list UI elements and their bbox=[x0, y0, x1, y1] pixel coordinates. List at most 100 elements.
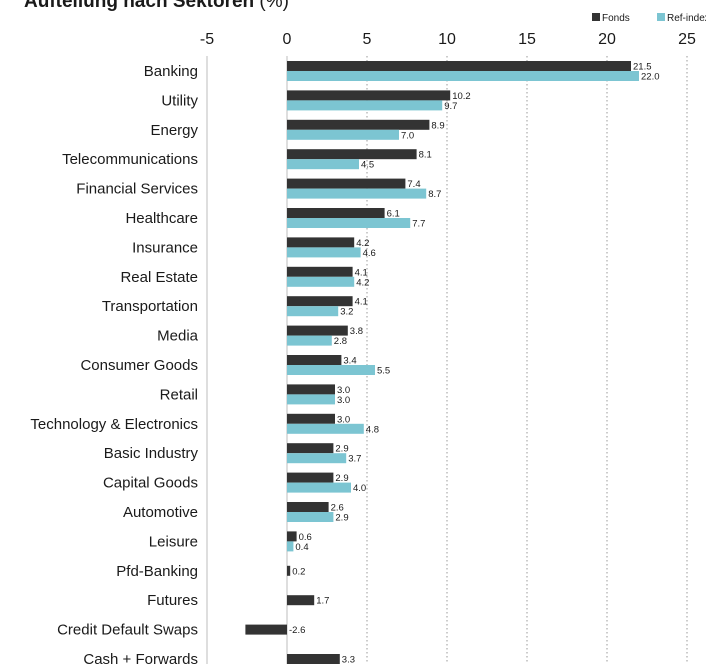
bar-fonds-automotive bbox=[287, 502, 329, 512]
value-label-fonds-cash-forwards: 3.3 bbox=[342, 655, 355, 666]
bar-fonds-real-estate bbox=[287, 266, 353, 277]
category-label-pfd-banking: Pfd-Banking bbox=[116, 563, 198, 580]
chart-title-unit: (%) bbox=[259, 0, 289, 12]
value-label-ref-index-insurance: 4.6 bbox=[363, 248, 376, 259]
bar-ref-index-financial-services bbox=[287, 188, 427, 199]
value-label-ref-index-real-estate: 4.2 bbox=[356, 277, 369, 288]
bar-fonds-pfd-banking bbox=[287, 565, 291, 576]
value-label-fonds-retail: 3.0 bbox=[337, 385, 350, 396]
x-axis-ticks: -5 0 5 10 15 20 25 bbox=[200, 31, 696, 48]
category-labels: Banking Utility Energy Telecommunications Fi… bbox=[30, 63, 198, 668]
bar-ref-index-automotive bbox=[287, 512, 334, 522]
value-label-fonds-consumer-goods: 3.4 bbox=[343, 356, 356, 367]
bar-ref-index-energy bbox=[287, 129, 399, 140]
value-label-ref-index-leisure: 0.4 bbox=[295, 542, 308, 553]
value-label-ref-index-capital-goods: 4.0 bbox=[353, 483, 366, 494]
category-label-transportation: Transportation bbox=[102, 298, 198, 315]
bar-ref-index-insurance bbox=[287, 247, 361, 258]
bar-ref-index-utility bbox=[287, 100, 443, 111]
bar-ref-index-retail bbox=[287, 394, 335, 405]
bar-fonds-cash-forwards bbox=[287, 654, 340, 664]
value-label-fonds-leisure: 0.6 bbox=[299, 532, 312, 543]
bar-ref-index-technology-electronics bbox=[287, 423, 364, 434]
bar-fonds-leisure bbox=[287, 531, 297, 542]
value-label-fonds-automotive: 2.6 bbox=[331, 503, 344, 514]
category-label-basic-industry: Basic Industry bbox=[104, 445, 199, 462]
bar-ref-index-consumer-goods bbox=[287, 365, 375, 375]
value-label-fonds-basic-industry: 2.9 bbox=[335, 444, 348, 455]
value-label-fonds-utility: 10.2 bbox=[452, 91, 471, 102]
category-label-leisure: Leisure bbox=[149, 533, 198, 550]
x-tick-label: 25 bbox=[678, 31, 696, 48]
bar-ref-index-capital-goods bbox=[287, 482, 351, 493]
value-label-fonds-insurance: 4.2 bbox=[356, 238, 369, 249]
value-label-ref-index-automotive: 2.9 bbox=[335, 513, 348, 524]
legend-swatch-fonds bbox=[592, 13, 600, 21]
x-tick-label: -5 bbox=[200, 31, 214, 48]
value-label-ref-index-transportation: 3.2 bbox=[340, 307, 353, 318]
value-label-ref-index-consumer-goods: 5.5 bbox=[377, 366, 390, 377]
bar-fonds-utility bbox=[287, 90, 451, 101]
value-label-ref-index-basic-industry: 3.7 bbox=[348, 454, 361, 465]
bar-fonds-healthcare bbox=[287, 208, 385, 218]
category-label-utility: Utility bbox=[161, 92, 198, 109]
bar-fonds-insurance bbox=[287, 237, 355, 248]
bar-ref-index-banking bbox=[287, 71, 639, 81]
bar-fonds-technology-electronics bbox=[287, 413, 335, 424]
bar-ref-index-basic-industry bbox=[287, 453, 347, 464]
value-label-ref-index-financial-services: 8.7 bbox=[428, 189, 441, 200]
bar-fonds-banking bbox=[287, 61, 631, 71]
bar-ref-index-healthcare bbox=[287, 218, 411, 228]
category-label-automotive: Automotive bbox=[123, 504, 198, 521]
category-label-real-estate: Real Estate bbox=[120, 269, 198, 286]
bar-ref-index-leisure bbox=[287, 541, 294, 552]
value-label-ref-index-banking: 22.0 bbox=[641, 72, 660, 83]
category-label-telecommunications: Telecommunications bbox=[62, 151, 198, 168]
chart-legend: Fonds Ref-index bbox=[592, 13, 706, 24]
category-label-financial-services: Financial Services bbox=[76, 181, 198, 198]
value-label-ref-index-retail: 3.0 bbox=[337, 395, 350, 406]
bar-fonds-transportation bbox=[287, 296, 353, 307]
category-label-cash-forwards: Cash + Forwards bbox=[83, 651, 198, 668]
value-label-fonds-banking: 21.5 bbox=[633, 62, 652, 73]
x-tick-label: 20 bbox=[598, 31, 616, 48]
value-labels: 21.522.0 10.29.78.9 7.0 8.1 4.5 7.4 8.7 6.1 7.7 4… bbox=[289, 62, 660, 666]
bar-fonds-futures bbox=[287, 595, 315, 606]
bars bbox=[245, 61, 639, 664]
legend-label-fonds: Fonds bbox=[602, 13, 630, 24]
category-label-consumer-goods: Consumer Goods bbox=[80, 357, 198, 374]
value-label-fonds-energy: 8.9 bbox=[431, 120, 444, 131]
category-label-capital-goods: Capital Goods bbox=[103, 475, 198, 492]
chart-title-text: Aufteilung nach Sektoren bbox=[24, 0, 255, 12]
bar-fonds-consumer-goods bbox=[287, 355, 342, 365]
value-label-ref-index-telecommunications: 4.5 bbox=[361, 160, 374, 171]
value-label-ref-index-technology-electronics: 4.8 bbox=[366, 424, 379, 435]
value-label-fonds-transportation: 4.1 bbox=[355, 297, 368, 308]
category-label-energy: Energy bbox=[150, 122, 198, 139]
bar-fonds-credit-default-swaps bbox=[245, 624, 287, 635]
category-label-banking: Banking bbox=[144, 63, 198, 80]
legend-swatch-ref-index bbox=[657, 13, 665, 21]
value-label-fonds-credit-default-swaps: -2.6 bbox=[289, 625, 305, 636]
value-label-fonds-pfd-banking: 0.2 bbox=[292, 566, 305, 577]
bar-ref-index-transportation bbox=[287, 306, 339, 317]
category-label-retail: Retail bbox=[160, 386, 198, 403]
grid-lines bbox=[206, 56, 688, 664]
x-tick-label: 5 bbox=[363, 31, 372, 48]
bar-fonds-media bbox=[287, 325, 348, 336]
value-label-ref-index-healthcare: 7.7 bbox=[412, 219, 425, 230]
x-tick-label: 0 bbox=[283, 31, 292, 48]
bar-fonds-telecommunications bbox=[287, 149, 417, 160]
value-label-fonds-futures: 1.7 bbox=[316, 596, 329, 607]
legend-label-ref-index: Ref-index bbox=[667, 13, 706, 24]
bar-ref-index-media bbox=[287, 335, 332, 346]
bar-ref-index-real-estate bbox=[287, 276, 355, 287]
bar-fonds-capital-goods bbox=[287, 472, 334, 483]
bar-fonds-energy bbox=[287, 119, 430, 130]
bar-fonds-basic-industry bbox=[287, 443, 334, 454]
value-label-fonds-financial-services: 7.4 bbox=[407, 179, 420, 190]
value-label-ref-index-energy: 7.0 bbox=[401, 130, 414, 141]
chart-title: Aufteilung nach Sektoren (%) bbox=[24, 0, 289, 13]
category-label-technology-electronics: Technology & Electronics bbox=[30, 416, 198, 433]
